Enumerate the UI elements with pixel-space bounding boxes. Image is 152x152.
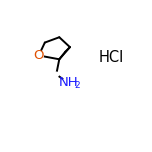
Circle shape — [63, 77, 74, 89]
Text: HCl: HCl — [99, 50, 124, 65]
Text: 2: 2 — [74, 81, 80, 90]
Text: O: O — [33, 49, 44, 62]
Circle shape — [54, 72, 59, 77]
Text: NH: NH — [59, 76, 78, 89]
Circle shape — [34, 51, 43, 60]
